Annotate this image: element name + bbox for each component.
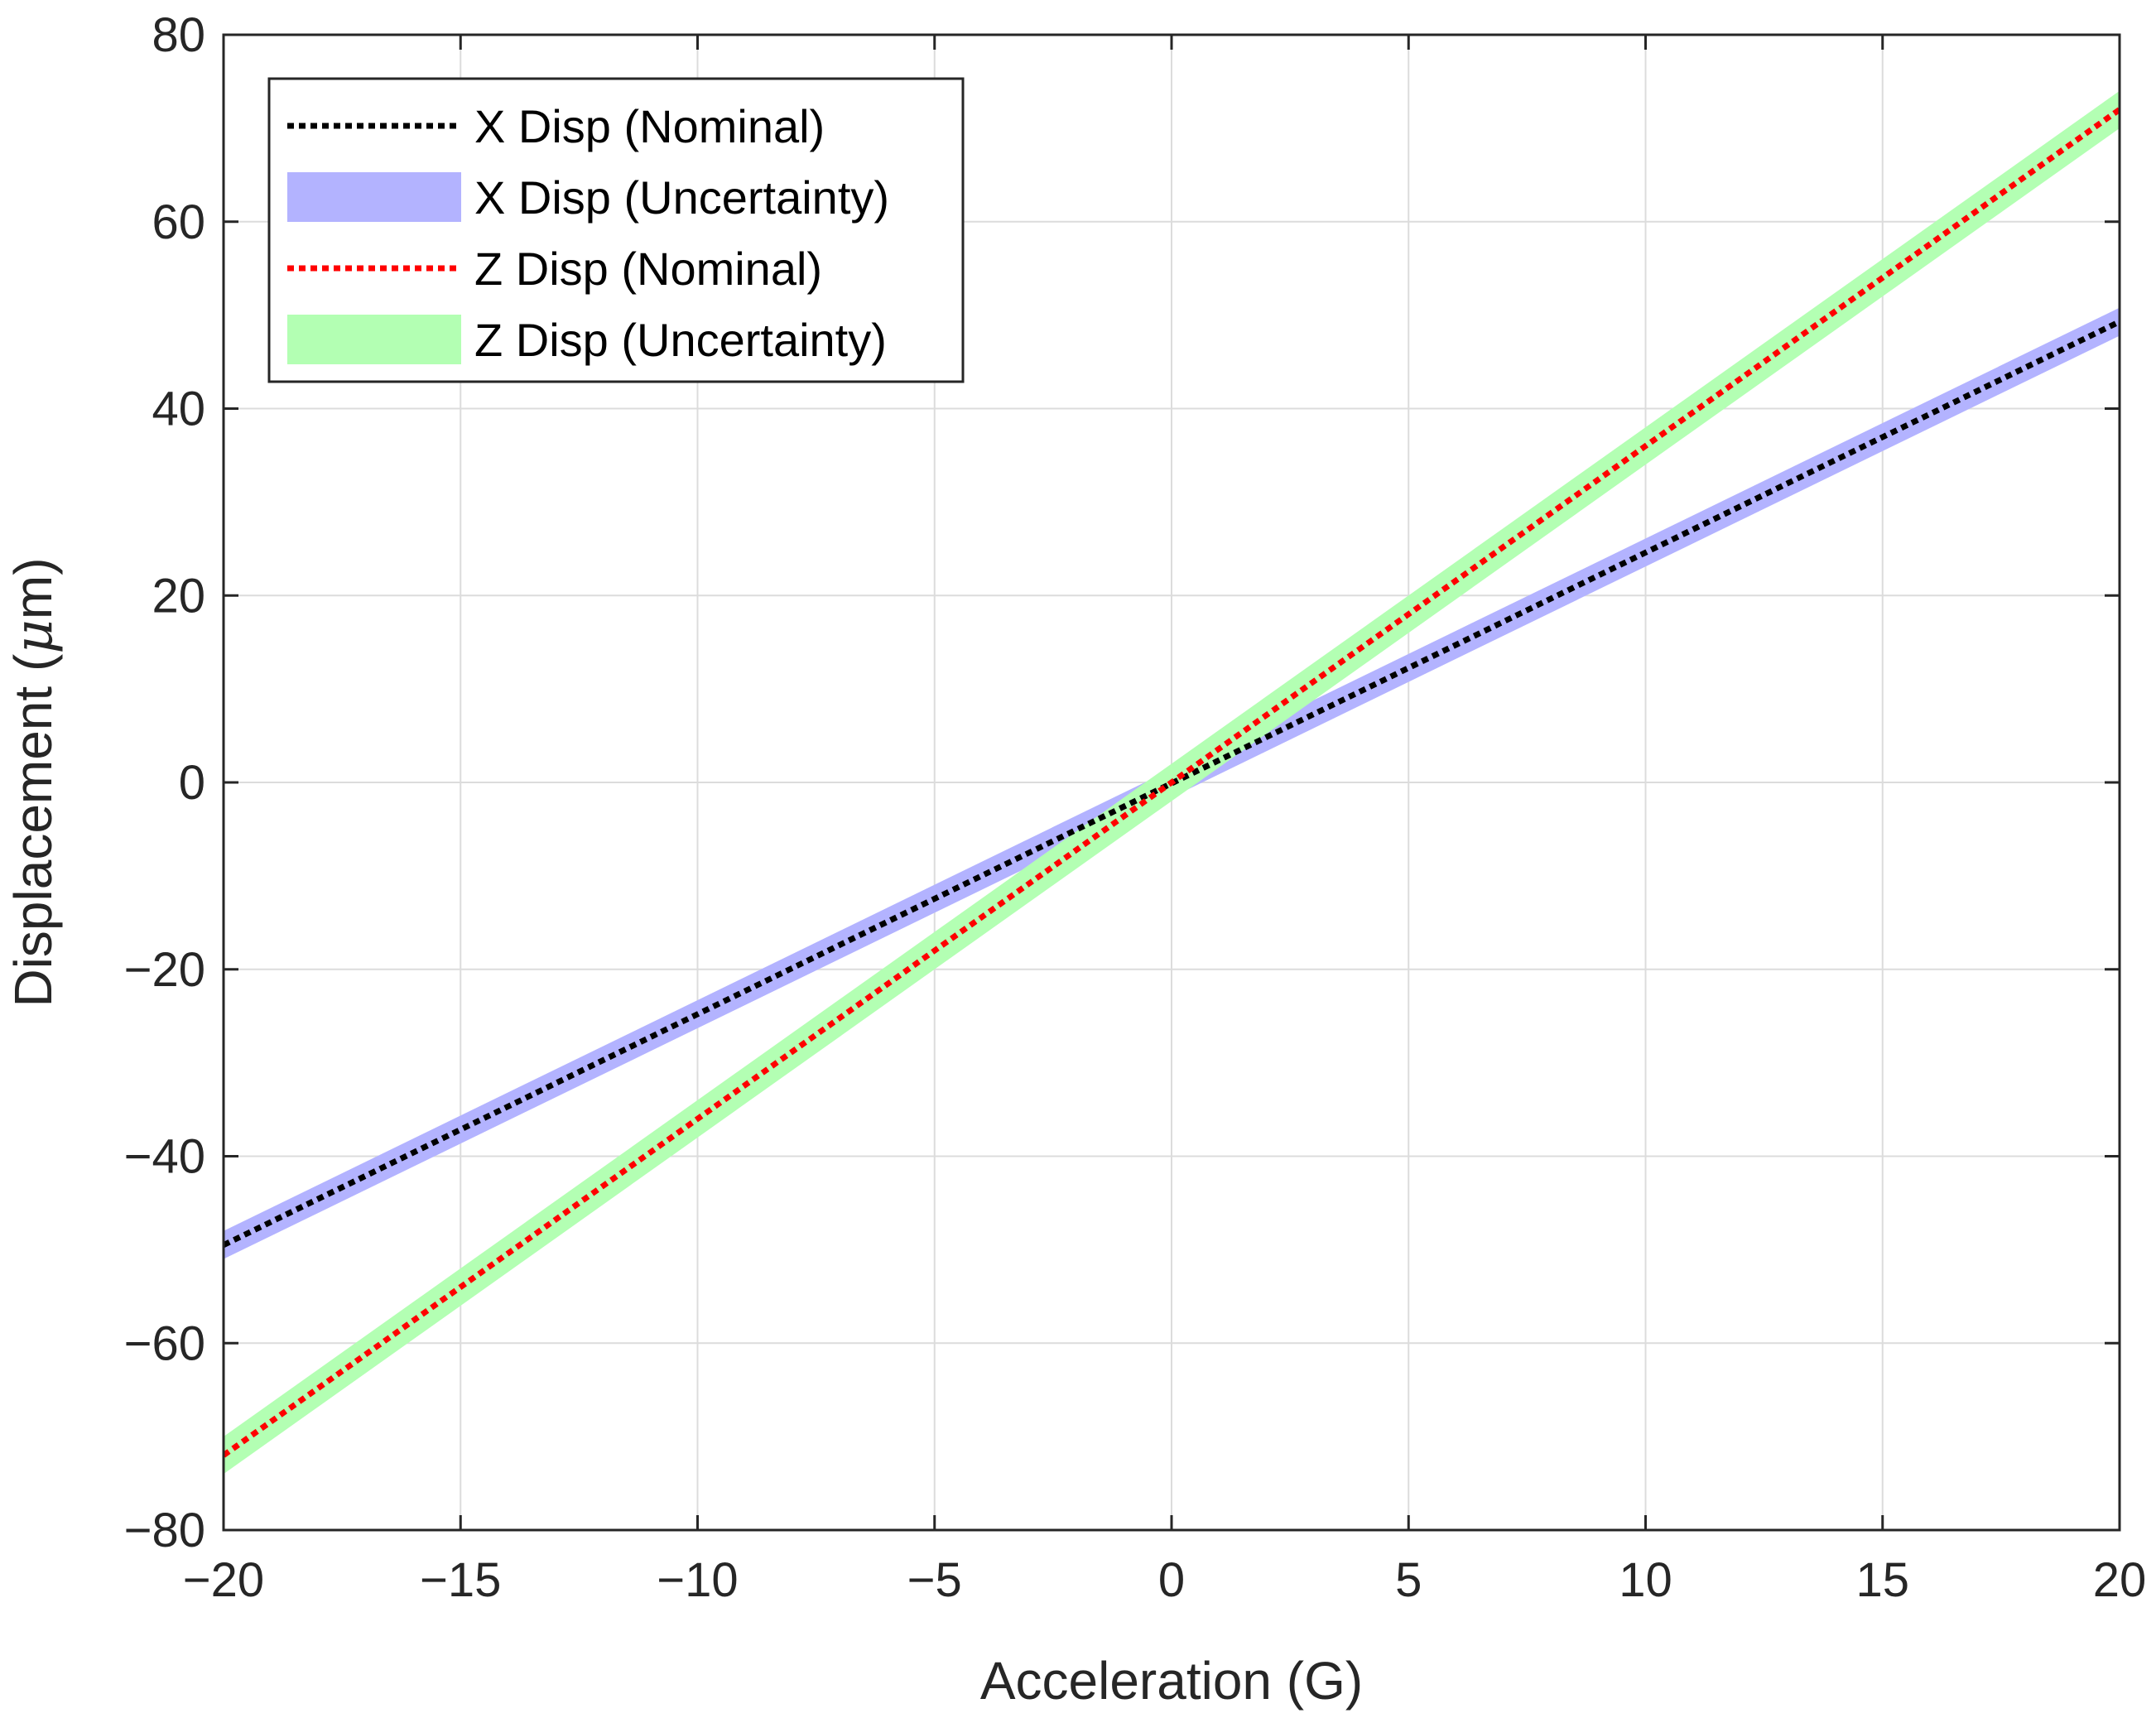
x-tick-label: −20 xyxy=(183,1553,264,1607)
y-axis-title-suffix: m) xyxy=(3,557,63,619)
y-tick-label: 0 xyxy=(179,756,205,810)
x-tick-label: 20 xyxy=(2093,1553,2147,1607)
x-tick-label: 5 xyxy=(1395,1553,1422,1607)
x-tick-label: −5 xyxy=(907,1553,962,1607)
x-tick-label: 10 xyxy=(1619,1553,1672,1607)
y-tick-label: 40 xyxy=(152,383,205,436)
axis-ticks xyxy=(222,33,2121,1532)
legend-swatch xyxy=(287,315,461,364)
legend-swatch xyxy=(287,172,461,222)
y-axis-title: Displacement (μm) xyxy=(3,557,65,1007)
legend-label: Z Disp (Uncertainty) xyxy=(474,314,887,366)
y-tick-label: −20 xyxy=(124,943,205,997)
y-tick-label: 80 xyxy=(152,8,205,62)
y-tick-label: 60 xyxy=(152,195,205,249)
nominal-line-z xyxy=(224,107,2120,1458)
legend-label: X Disp (Nominal) xyxy=(474,100,825,152)
y-tick-label: −80 xyxy=(124,1504,205,1557)
legend-label: Z Disp (Nominal) xyxy=(474,243,822,295)
plot-area xyxy=(224,90,2120,1475)
y-tick-label: −60 xyxy=(124,1316,205,1370)
x-tick-label: 15 xyxy=(1855,1553,1909,1607)
axis-tick-labels: −20 −15 −10 −5 0 5 10 15 20 80 60 40 20 0 −20 −40 −60 −80 xyxy=(124,8,2147,1607)
x-tick-label: −10 xyxy=(657,1553,738,1607)
x-tick-label: −15 xyxy=(420,1553,501,1607)
y-tick-label: −40 xyxy=(124,1130,205,1184)
legend-label: X Disp (Uncertainty) xyxy=(474,171,889,224)
x-axis-title: Acceleration (G) xyxy=(980,1651,1363,1711)
legend: X Disp (Nominal) X Disp (Uncertainty) Z Di… xyxy=(267,77,965,383)
y-axis-title-symbol: μ xyxy=(3,619,65,654)
legend-box xyxy=(267,77,965,383)
y-tick-label: 20 xyxy=(152,569,205,623)
y-axis-title-prefix: Displacement ( xyxy=(3,654,63,1008)
x-tick-label: 0 xyxy=(1158,1553,1185,1607)
nominal-line-x xyxy=(224,319,2120,1248)
